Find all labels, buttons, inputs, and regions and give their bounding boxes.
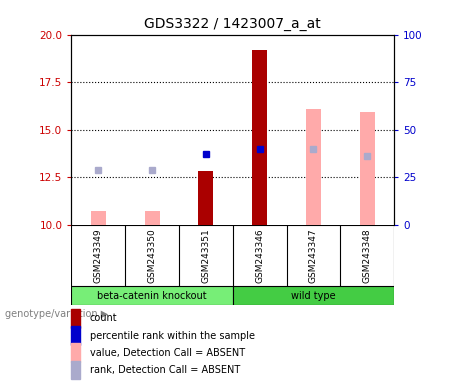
Bar <box>252 149 267 225</box>
Bar <box>233 286 394 305</box>
Bar <box>360 113 375 225</box>
Bar <box>71 286 233 305</box>
Bar <box>252 50 267 225</box>
Bar <box>145 211 160 225</box>
Text: count: count <box>90 313 118 323</box>
Text: genotype/variation ▶: genotype/variation ▶ <box>5 309 108 319</box>
Text: GSM243348: GSM243348 <box>363 228 372 283</box>
Text: GSM243347: GSM243347 <box>309 228 318 283</box>
Text: rank, Detection Call = ABSENT: rank, Detection Call = ABSENT <box>90 365 240 375</box>
Text: GSM243346: GSM243346 <box>255 228 264 283</box>
Title: GDS3322 / 1423007_a_at: GDS3322 / 1423007_a_at <box>144 17 321 31</box>
Text: value, Detection Call = ABSENT: value, Detection Call = ABSENT <box>90 348 245 358</box>
Bar <box>198 171 213 225</box>
Bar <box>306 109 321 225</box>
Text: GSM243349: GSM243349 <box>94 228 103 283</box>
Text: percentile rank within the sample: percentile rank within the sample <box>90 331 255 341</box>
Bar <box>71 343 80 362</box>
Text: beta-catenin knockout: beta-catenin knockout <box>97 291 207 301</box>
Bar <box>71 309 80 328</box>
Bar <box>71 361 80 379</box>
Bar <box>91 211 106 225</box>
Text: GSM243351: GSM243351 <box>201 228 210 283</box>
Bar <box>198 171 213 225</box>
Bar <box>71 326 80 345</box>
Text: wild type: wild type <box>291 291 336 301</box>
Text: GSM243350: GSM243350 <box>148 228 157 283</box>
